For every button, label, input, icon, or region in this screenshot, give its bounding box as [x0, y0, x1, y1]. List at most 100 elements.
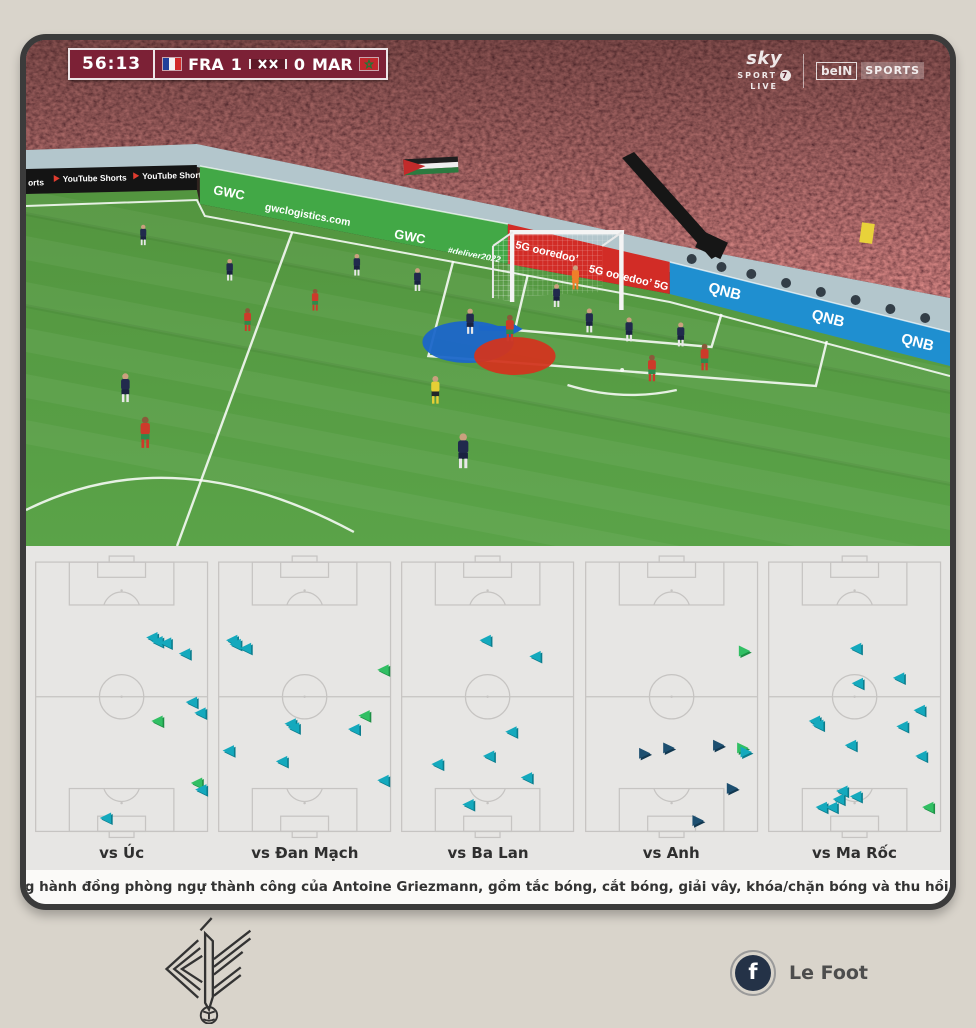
- crowd: [26, 40, 950, 298]
- pitch-outline: [767, 555, 941, 839]
- ad-text-youtube: YouTube Shorts: [142, 170, 206, 181]
- defensive-action-marker: [462, 799, 475, 810]
- defensive-action-marker: [638, 747, 651, 759]
- player-fr: [414, 268, 421, 291]
- defensive-action-marker: [222, 745, 235, 757]
- pitch-map-label: vs Ma Rốc: [811, 843, 897, 862]
- player-ma: [505, 314, 514, 342]
- defensive-action-marker: [529, 650, 542, 662]
- worldcup-emblem-icon: [248, 59, 287, 69]
- defensive-action-marker: [921, 801, 934, 813]
- highlight-ellipse-red: [474, 337, 556, 375]
- ad-board-youtube: orts YouTube Shorts YouTube Shorts: [26, 165, 206, 194]
- sky-sport-logo: sky SPORT 7 LIVE: [737, 50, 791, 91]
- player-ma: [140, 416, 150, 448]
- sky-live-label: LIVE: [750, 82, 779, 91]
- defensive-action-marker: [431, 758, 444, 770]
- home-score: 1: [230, 54, 242, 74]
- away-score: 0: [293, 54, 306, 74]
- defensive-action-marker: [358, 710, 370, 722]
- caption-bar: Những hành đồng phòng ngự thành công của…: [26, 870, 950, 904]
- pitch-map-svg: [767, 555, 941, 839]
- player-ref: [431, 376, 440, 404]
- defensive-action-marker: [726, 782, 738, 794]
- match-photo-scene: orts YouTube Shorts YouTube Shorts GWC g…: [26, 40, 950, 546]
- sky-sport-label: SPORT: [737, 70, 777, 80]
- defensive-action-marker: [479, 634, 492, 646]
- pitch-map-label: vs Úc: [99, 843, 145, 862]
- player-fr: [140, 224, 147, 246]
- players-layer: [121, 224, 709, 469]
- player-fr: [226, 258, 233, 281]
- france-flag-icon: [163, 58, 182, 70]
- pitch-map: vs Ma Rốc: [766, 555, 943, 880]
- defensive-action-marker: [692, 815, 704, 827]
- player-gk: [571, 265, 580, 290]
- broadcaster-logos: sky SPORT 7 LIVE beIN SPORTS: [737, 50, 924, 91]
- defensive-action-marker: [505, 726, 518, 738]
- highlight-arrow: [479, 325, 511, 332]
- ad-text-gwc: GWC: [393, 226, 427, 247]
- bein-wordmark: beIN: [816, 61, 858, 80]
- player-ma: [244, 308, 251, 331]
- poster-frame: orts YouTube Shorts YouTube Shorts GWC g…: [20, 34, 956, 910]
- defensive-action-marker: [151, 715, 163, 727]
- defensive-action-marker: [195, 784, 207, 796]
- stand-wall: [26, 144, 950, 340]
- player-fr: [353, 253, 361, 276]
- facebook-credit: f Le Foot: [730, 950, 868, 996]
- defensive-action-marker: [849, 642, 862, 654]
- defensive-action-marker: [811, 719, 824, 731]
- pitch-map-label: vs Đan Mạch: [251, 843, 359, 862]
- defensive-action-marker: [276, 755, 288, 767]
- pitch-map: vs Anh: [583, 555, 760, 880]
- defensive-action-marker: [740, 746, 752, 758]
- sky-wordmark: sky: [746, 48, 783, 69]
- defensive-action-marker: [662, 742, 675, 754]
- player-fr: [585, 308, 593, 333]
- ad-text-gwc: GWC: [212, 182, 246, 203]
- defensive-action-marker: [825, 801, 838, 813]
- defensive-action-marker: [851, 677, 863, 689]
- defensive-action-marker: [99, 812, 112, 824]
- pitch-map-svg: [35, 555, 209, 839]
- bein-sports-logo: beIN SPORTS: [816, 61, 924, 80]
- scoreboard: 56:13 FRA 1 0 MAR: [68, 48, 388, 80]
- defensive-action-marker: [239, 642, 252, 654]
- penalty-spot: [620, 368, 625, 372]
- goal: [491, 230, 625, 310]
- player-ma: [311, 288, 319, 311]
- defensive-action-marker: [896, 720, 908, 732]
- defensive-action-marker: [844, 739, 856, 751]
- player-fr: [625, 317, 633, 342]
- player-fr: [677, 322, 685, 347]
- ad-text-youtube: YouTube Shorts: [63, 172, 127, 183]
- pitch-map-label: vs Ba Lan: [447, 843, 529, 862]
- pitch-outline: [218, 555, 392, 839]
- defensive-action-marker: [377, 664, 389, 676]
- pitch-map: vs Ba Lan: [399, 555, 576, 880]
- pitch-outline: [401, 555, 575, 839]
- defensive-action-marker: [377, 774, 389, 786]
- pitch-map: vs Đan Mạch: [216, 555, 393, 880]
- defensive-action-marker: [185, 696, 198, 708]
- defensive-action-marker: [892, 672, 905, 684]
- highlights-layer: [422, 321, 556, 375]
- away-team-code: MAR: [312, 54, 353, 74]
- lefoot-monogram-icon: [164, 917, 252, 1025]
- defensive-action-marker: [229, 638, 242, 650]
- pitch-map-label: vs Anh: [642, 843, 700, 862]
- defensive-action-marker: [159, 637, 172, 649]
- pitch-maps-row: vs Úc vs Đan Mạch vs Ba Lan vs Anh vs Ma Rốc: [33, 555, 943, 880]
- defensive-action-marker: [815, 801, 827, 813]
- mow-stripes: [26, 190, 950, 546]
- pitch-outline: [35, 555, 209, 839]
- defensive-action-marker: [913, 704, 925, 716]
- flag-in-crowd: [403, 156, 459, 176]
- defensive-action-marker: [738, 645, 750, 657]
- match-clock: 56:13: [70, 50, 156, 78]
- defensive-action-marker: [832, 793, 844, 805]
- pitch-maps-area: vs Úc vs Đan Mạch vs Ba Lan vs Anh vs Ma Rốc: [26, 546, 950, 880]
- defensive-action-marker: [178, 648, 191, 660]
- logo-divider: [803, 53, 804, 88]
